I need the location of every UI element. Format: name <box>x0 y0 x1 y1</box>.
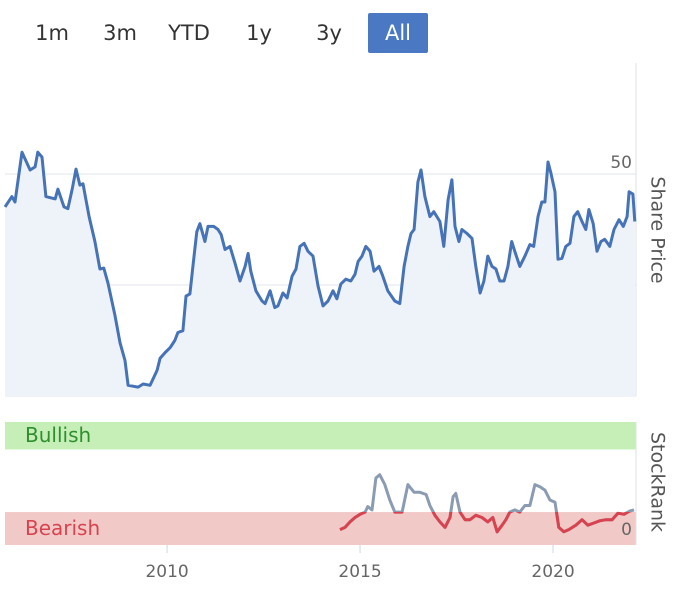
y-tick-label: 50 <box>610 153 632 173</box>
range-button[interactable]: 1y <box>246 21 272 45</box>
x-tick-label: 2010 <box>145 562 188 582</box>
range-button[interactable]: 3m <box>103 21 137 45</box>
x-tick-label: 2015 <box>338 562 381 582</box>
range-button[interactable]: All <box>368 13 428 53</box>
y-tick-label: 0 <box>621 520 632 540</box>
axis-label: Share Price <box>647 176 669 283</box>
area-fill <box>5 152 635 396</box>
range-button[interactable]: 1m <box>35 21 69 45</box>
axis-label: StockRank <box>647 432 669 532</box>
band-label: Bearish <box>25 516 100 540</box>
line-below <box>339 512 632 534</box>
band <box>5 512 636 545</box>
band <box>5 422 636 450</box>
x-tick-label: 2020 <box>531 562 574 582</box>
line <box>3 150 637 389</box>
range-button[interactable]: YTD <box>168 21 210 45</box>
band-label: Bullish <box>25 423 91 447</box>
range-button[interactable]: 3y <box>316 21 342 45</box>
